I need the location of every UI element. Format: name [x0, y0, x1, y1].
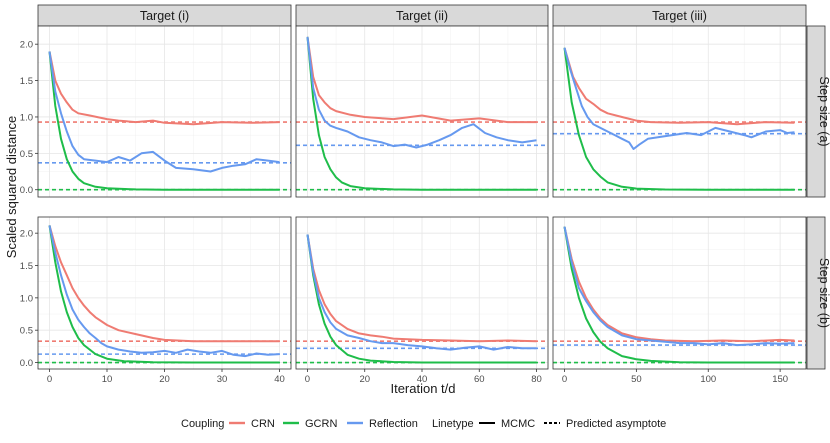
panel-r0-c0-y-tick-label: 1.0	[20, 112, 33, 123]
panel-r0-c0-y-tick-label: 2.0	[20, 40, 33, 51]
panel-r1-c0-x-tick-label: 40	[274, 374, 285, 385]
panel-r1-c2: 0 50 100 150	[552, 216, 807, 385]
panel-r0-c0-line-gcrn	[48, 51, 280, 191]
legend-item-mcmc: MCMC	[501, 418, 535, 430]
legend-item-crn: CRN	[251, 418, 275, 430]
strip-label-target-ii: Target (ii)	[396, 9, 448, 23]
panel-r1-c0: 0.0 0.5 1.0 1.5 2.0 0 10 20 30 40	[20, 216, 292, 385]
panel-r0-c2-line-gcrn	[563, 47, 795, 191]
panel-r1-c2-line-gcrn	[563, 226, 795, 364]
strip-label-step-size-a: Step size (a)	[817, 76, 830, 146]
panel-r1-c0-line-gcrn	[48, 225, 280, 364]
panel-r1-c1-x-tick-label: 40	[417, 374, 428, 385]
panel-r1-c2-line-reflection	[563, 226, 795, 347]
panel-r0-c2	[552, 25, 807, 198]
panels-layer: Target (i) Target (ii) Target (iii) Step si…	[20, 4, 830, 385]
panel-r1-c0-x-tick-label: 20	[159, 374, 170, 385]
panel-r0-c2-background	[553, 26, 806, 197]
panel-r1-c2-x-tick-label: 50	[631, 374, 642, 385]
panel-r1-c0-line-reflection	[48, 225, 280, 358]
legend-item-predicted-asymptote: Predicted asymptote	[566, 418, 666, 430]
panel-r1-c1: 0 20 40 60 80	[295, 216, 549, 385]
legend-coupling-title: Coupling	[181, 418, 224, 430]
panel-r1-c0-y-tick-label: 1.0	[20, 293, 33, 304]
panel-r0-c0-y-tick-label: 0.0	[20, 185, 33, 196]
legend-linetype-title: Linetype	[432, 418, 474, 430]
panel-r1-c1-x-tick-label: 80	[531, 374, 542, 385]
panel-r1-c2-x-tick-label: 0	[562, 374, 567, 385]
panel-r1-c1-x-tick-label: 20	[359, 374, 370, 385]
panel-r1-c0-x-tick-label: 10	[102, 374, 113, 385]
x-axis-label: Iteration t/d	[390, 381, 455, 396]
strip-label-target-iii: Target (iii)	[652, 9, 707, 23]
panel-r1-c0-x-tick-label: 0	[47, 374, 52, 385]
panel-r0-c1-line-reflection	[306, 36, 537, 149]
panel-r1-c0-y-tick-label: 2.0	[20, 229, 33, 240]
legend: Coupling CRN GCRN Reflection Linetype MC…	[181, 418, 666, 430]
panel-r0-c0: 0.0 0.5 1.0 1.5 2.0	[20, 25, 292, 198]
panel-r1-c0-line-crn	[48, 225, 280, 343]
strip-label-target-i: Target (i)	[140, 9, 189, 23]
panel-r1-c0-y-tick-label: 0.0	[20, 358, 33, 369]
panel-r0-c1-border	[295, 25, 549, 198]
panel-r1-c1-line-gcrn	[306, 234, 537, 364]
panel-r0-c0-line-crn	[48, 51, 280, 126]
panel-r1-c2-x-tick-label: 150	[772, 374, 788, 385]
panel-r0-c1-line-gcrn	[306, 36, 537, 191]
panel-r0-c2-border	[552, 25, 807, 198]
panel-r1-c2-border	[552, 216, 807, 370]
panel-r1-c2-x-tick-label: 100	[700, 374, 716, 385]
panel-r0-c1-line-crn	[306, 36, 537, 124]
y-axis-label: Scaled squared distance	[4, 116, 19, 258]
panel-r1-c1-line-crn	[306, 234, 537, 343]
panel-r1-c1-x-tick-label: 0	[305, 374, 310, 385]
strip-step-size-b	[806, 216, 826, 370]
panel-r1-c1-line-reflection	[306, 234, 537, 351]
panel-r1-c1-x-tick-label: 60	[474, 374, 485, 385]
panel-r0-c0-y-tick-label: 0.5	[20, 149, 33, 160]
strip-label-step-size-b: Step size (b)	[817, 258, 830, 328]
strip-step-size-a	[806, 25, 826, 198]
panel-r0-c0-border	[37, 25, 292, 198]
panel-r0-c0-y-tick-label: 1.5	[20, 76, 33, 87]
panel-r1-c2-line-crn	[563, 226, 795, 343]
panel-r0-c0-line-reflection	[48, 51, 280, 173]
legend-item-gcrn: GCRN	[305, 418, 337, 430]
panel-r0-c2-line-reflection	[563, 47, 795, 150]
panel-r1-c0-y-tick-label: 1.5	[20, 261, 33, 272]
panel-r1-c0-x-tick-label: 30	[217, 374, 228, 385]
panel-r0-c2-line-crn	[563, 47, 795, 126]
legend-item-reflection: Reflection	[369, 418, 418, 430]
panel-r1-c0-y-tick-label: 0.5	[20, 326, 33, 337]
panel-r0-c1	[295, 25, 549, 198]
